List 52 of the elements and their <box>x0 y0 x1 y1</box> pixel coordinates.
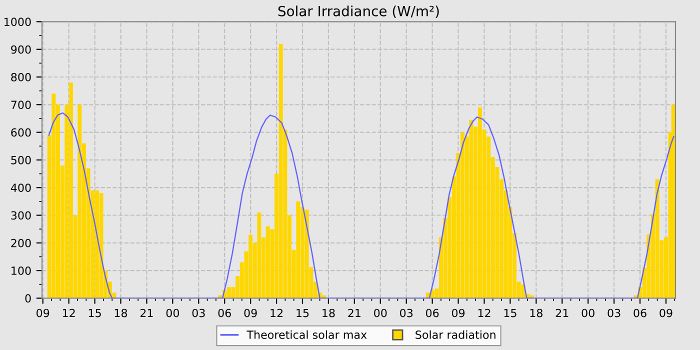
x-tick-label: 09 <box>36 308 50 318</box>
y-tick-label: 1000 <box>4 18 31 26</box>
y-tick-label: 700 <box>11 100 31 110</box>
legend-label: Solar radiation <box>416 330 496 339</box>
y-tick-label: 600 <box>11 128 31 137</box>
bar <box>266 226 270 298</box>
bar <box>460 132 465 298</box>
y-tick-label: 500 <box>11 156 31 164</box>
bar <box>52 94 56 298</box>
x-tick-label: 03 <box>192 308 205 318</box>
x-tick-label: 12 <box>62 308 75 318</box>
y-tick-label: 900 <box>11 45 31 54</box>
x-tick-label: 15 <box>504 308 516 318</box>
x-tick-label: 18 <box>114 308 128 318</box>
bar <box>655 179 660 298</box>
legend-label: Theoretical solar max <box>246 330 367 339</box>
y-tick-label: 400 <box>10 184 31 192</box>
x-tick-label: 15 <box>296 308 309 318</box>
x-tick-label: 09 <box>244 308 257 318</box>
bar <box>257 212 262 298</box>
x-tick-label: 18 <box>530 308 542 318</box>
x-tick-label: 00 <box>374 308 387 318</box>
bar <box>304 210 309 298</box>
bar <box>248 234 253 298</box>
x-tick-label: 15 <box>88 308 101 318</box>
x-tick-label: 12 <box>270 308 282 318</box>
y-tick-label: 800 <box>11 72 31 82</box>
x-tick-label: 21 <box>348 308 360 318</box>
x-tick-label: 00 <box>582 308 594 318</box>
x-tick-label: 03 <box>400 308 413 318</box>
x-tick-label: 21 <box>556 308 568 318</box>
bar <box>78 104 82 298</box>
bar <box>296 201 300 298</box>
x-tick-label: 06 <box>634 308 646 318</box>
bar <box>478 107 482 298</box>
x-tick-label: 09 <box>452 308 465 318</box>
x-tick-label: 06 <box>218 308 231 318</box>
x-tick-label: 06 <box>426 308 439 318</box>
x-tick-label: 21 <box>140 308 153 318</box>
bar <box>278 44 283 298</box>
line-series <box>48 112 674 298</box>
x-tick-label: 09 <box>660 308 672 318</box>
chart-title: Solar Irradiance (W/m²) <box>278 6 439 18</box>
bar <box>99 193 104 298</box>
x-tick-label: 00 <box>166 308 180 318</box>
y-tick-label: 0 <box>25 294 31 303</box>
x-tick-label: 18 <box>322 308 335 318</box>
x-tick-label: 12 <box>478 308 490 318</box>
y-tick-label: 200 <box>11 238 31 248</box>
x-tick-label: 03 <box>608 308 620 318</box>
y-tick-label: 100 <box>12 266 31 275</box>
y-tick-label: 300 <box>11 211 31 220</box>
